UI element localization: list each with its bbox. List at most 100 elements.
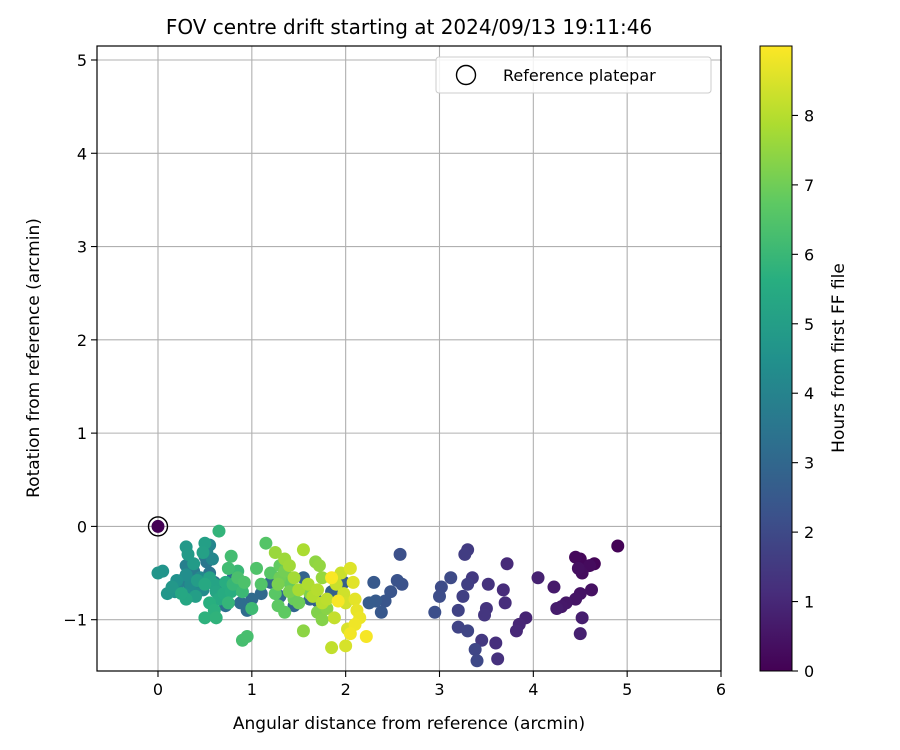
data-point <box>311 583 325 597</box>
y-axis-label: Rotation from reference (arcmin) <box>24 218 44 498</box>
data-point <box>491 652 505 666</box>
data-point <box>470 654 484 668</box>
data-point <box>444 571 458 585</box>
data-point <box>196 546 210 560</box>
x-tick-label: 3 <box>434 680 444 699</box>
data-point <box>359 629 373 643</box>
y-tick-label: 5 <box>77 51 87 70</box>
data-point <box>611 539 625 553</box>
data-point <box>458 547 472 561</box>
data-point <box>468 643 482 657</box>
y-tick-label: 1 <box>77 424 87 443</box>
scatter-points <box>151 524 625 668</box>
data-point <box>245 592 259 606</box>
data-point <box>312 559 326 573</box>
data-point <box>198 611 212 625</box>
data-point <box>315 613 329 627</box>
data-point <box>500 557 514 571</box>
data-point <box>187 557 201 571</box>
y-tick-label: 0 <box>77 517 87 536</box>
colorbar-tick-label: 0 <box>804 662 814 681</box>
data-point <box>292 583 306 597</box>
legend: Reference platepar <box>435 56 712 94</box>
plot-frame <box>96 45 722 672</box>
data-point <box>325 641 339 655</box>
colorbar-tick-label: 1 <box>804 593 814 612</box>
data-point <box>575 611 589 625</box>
data-point <box>451 603 465 617</box>
data-point <box>282 559 296 573</box>
data-point <box>325 571 339 585</box>
data-point <box>571 561 585 575</box>
data-point <box>268 546 282 560</box>
data-point <box>346 575 360 589</box>
data-point <box>287 571 301 585</box>
data-point <box>367 575 381 589</box>
reference-marker <box>147 516 169 537</box>
data-point <box>498 596 512 610</box>
data-point <box>221 596 235 610</box>
data-point <box>478 608 492 622</box>
colorbar-label: Hours from first FF file <box>829 263 849 453</box>
x-tick-label: 4 <box>528 680 538 699</box>
data-point <box>224 549 238 563</box>
data-point <box>259 536 273 550</box>
data-point <box>240 629 254 643</box>
data-point <box>209 611 223 625</box>
data-point <box>362 596 376 610</box>
data-point <box>428 605 442 619</box>
data-point <box>569 550 583 564</box>
data-point <box>509 624 523 638</box>
data-point <box>489 636 503 650</box>
data-point <box>331 594 345 608</box>
data-point <box>234 596 248 610</box>
data-point <box>179 568 193 582</box>
data-point <box>461 577 475 591</box>
data-point <box>278 605 292 619</box>
data-point <box>550 602 564 615</box>
reference-point-fill <box>151 519 165 533</box>
data-point <box>343 561 357 575</box>
data-point <box>378 594 392 608</box>
data-point <box>393 547 407 561</box>
colorbar <box>759 45 793 672</box>
legend-label-reference: Reference platepar <box>503 66 656 85</box>
data-point <box>296 543 310 557</box>
data-point <box>271 577 285 591</box>
data-point <box>531 571 545 585</box>
data-point <box>212 524 226 538</box>
x-tick-label: 0 <box>153 680 163 699</box>
data-point <box>320 592 334 606</box>
chart-title: FOV centre drift starting at 2024/09/13 … <box>166 15 652 39</box>
data-point <box>250 561 264 575</box>
data-point <box>165 580 179 594</box>
data-point <box>573 627 587 641</box>
data-point <box>254 587 268 601</box>
data-point <box>547 580 561 594</box>
colorbar-tick-label: 3 <box>804 454 814 473</box>
data-point <box>237 575 251 589</box>
colorbar-tick-label: 4 <box>804 384 814 403</box>
data-point <box>292 596 306 610</box>
data-point <box>348 592 362 606</box>
colorbar-tick-label: 6 <box>804 245 814 264</box>
data-point <box>205 552 219 566</box>
data-point <box>339 639 353 653</box>
data-point <box>432 589 446 603</box>
data-point <box>456 589 470 603</box>
data-point <box>384 585 398 599</box>
colorbar-tick-label: 2 <box>804 523 814 542</box>
x-tick-label: 2 <box>341 680 351 699</box>
x-tick-label: 1 <box>247 680 257 699</box>
data-point <box>254 577 268 591</box>
data-point <box>181 547 195 561</box>
legend-box <box>435 56 712 94</box>
data-point <box>461 624 475 638</box>
y-tick-label: 4 <box>77 144 87 163</box>
y-tick-label: 3 <box>77 238 87 257</box>
reference-point-ring <box>147 516 169 537</box>
data-point <box>151 566 165 580</box>
data-point <box>475 633 489 647</box>
x-tick-label: 5 <box>622 680 632 699</box>
